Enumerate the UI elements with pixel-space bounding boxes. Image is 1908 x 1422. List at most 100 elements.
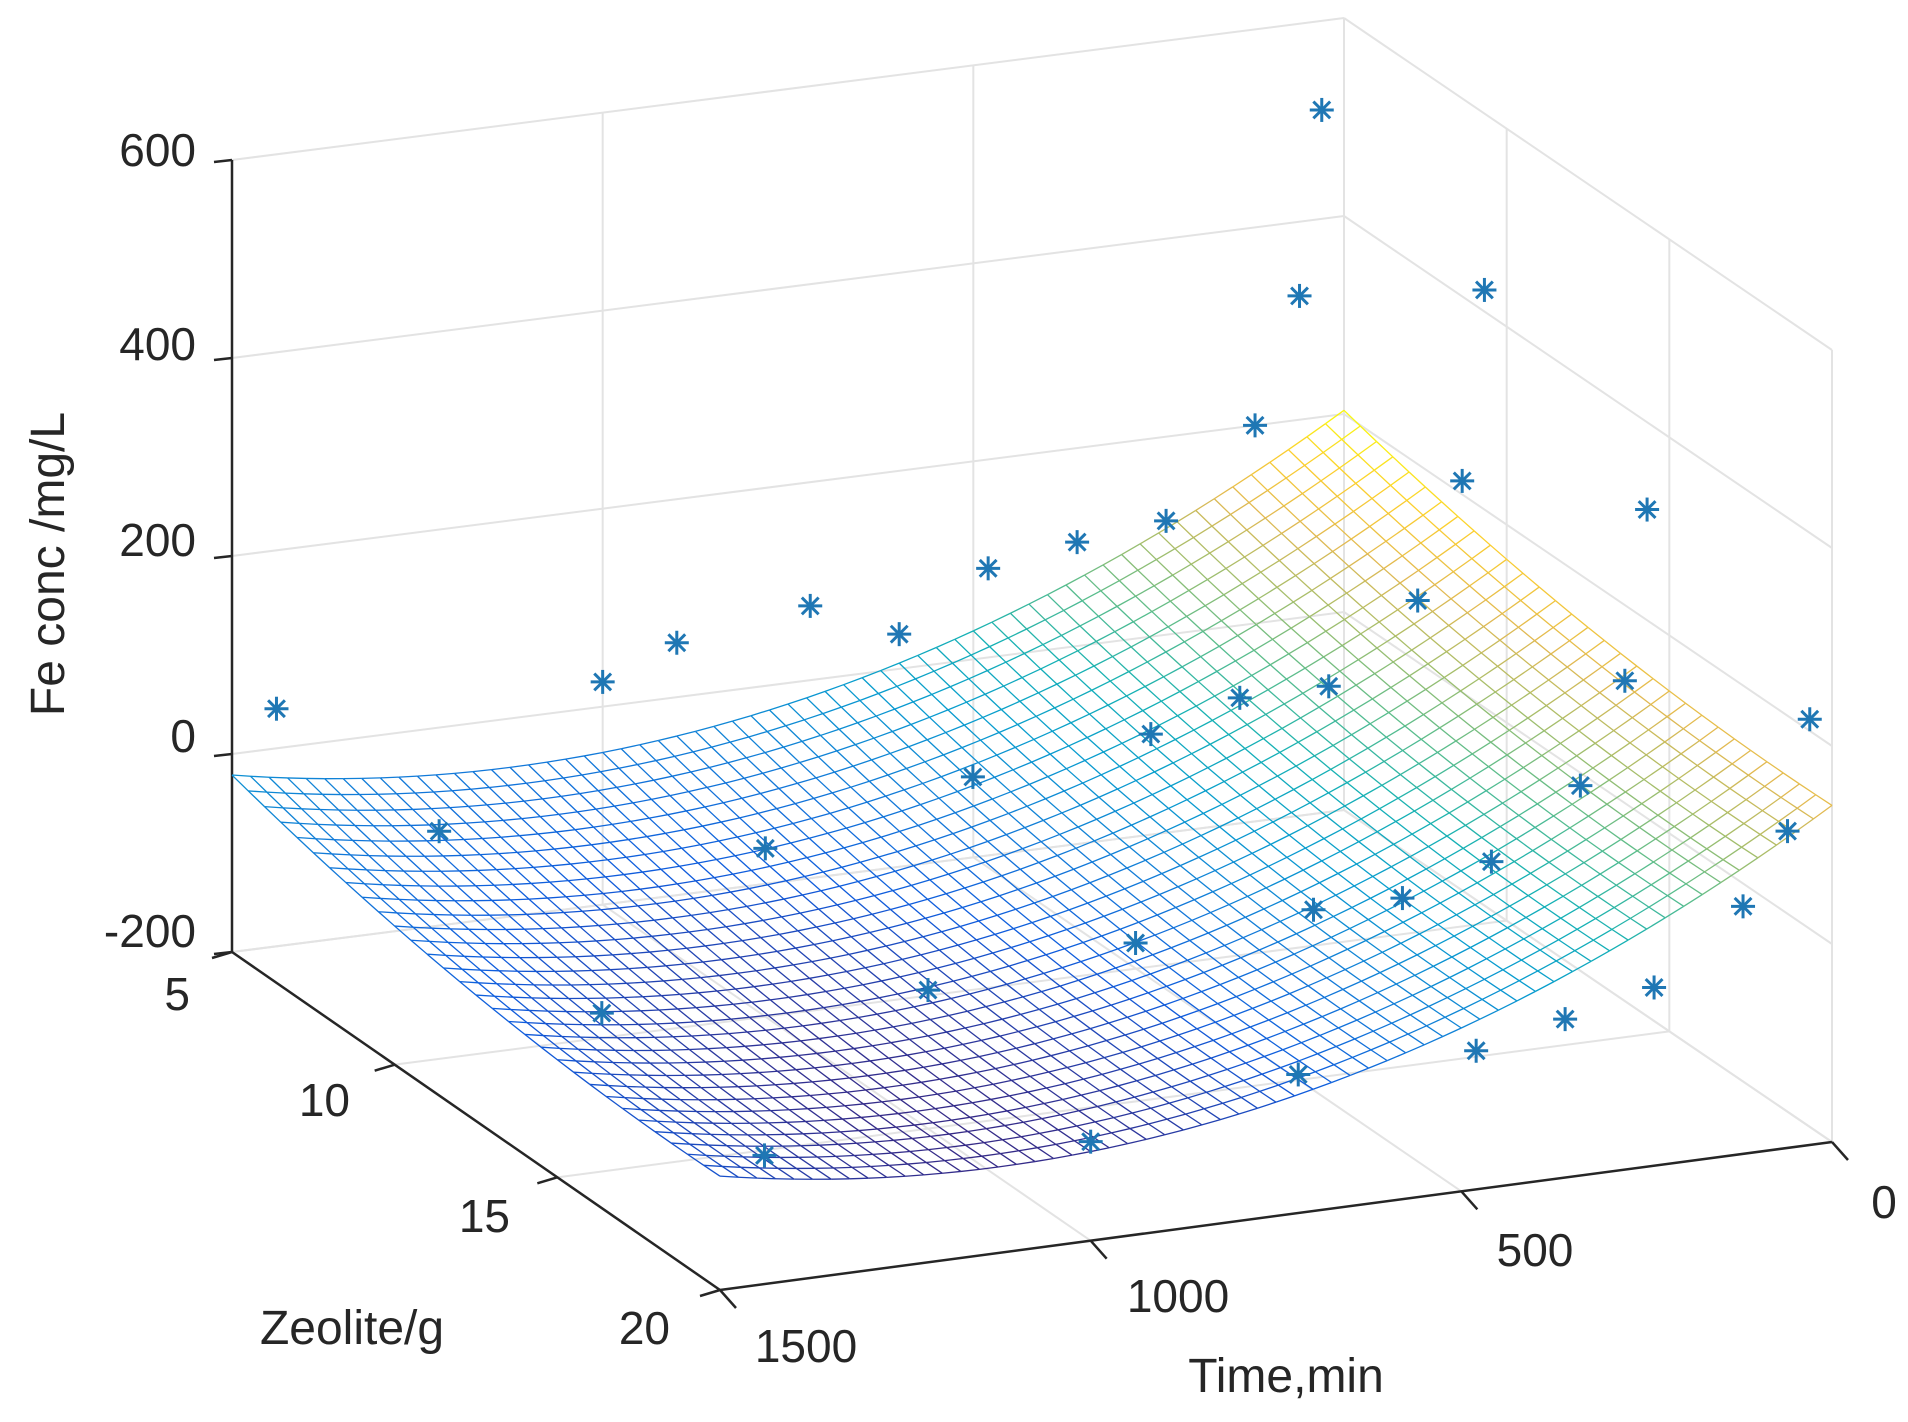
surface-mesh-line — [973, 957, 991, 972]
surface-mesh-line — [827, 974, 845, 989]
surface-mesh-line — [1031, 922, 1049, 937]
surface-mesh-line — [1205, 790, 1223, 805]
surface-mesh-line — [676, 730, 696, 737]
surface-mesh-line — [1356, 1011, 1376, 1021]
surface-mesh-line — [1254, 988, 1272, 1002]
surface-mesh-line — [1008, 812, 1026, 829]
surface-mesh-line — [1630, 906, 1650, 919]
surface-mesh-line — [590, 844, 609, 861]
surface-mesh-line — [838, 722, 858, 730]
surface-mesh-line — [1214, 861, 1234, 872]
surface-mesh-line — [1664, 741, 1682, 755]
surface-mesh-line — [752, 1109, 771, 1112]
surface-mesh-line — [1469, 585, 1487, 601]
surface-mesh-line — [807, 1106, 827, 1110]
surface-mesh-line — [1047, 935, 1065, 950]
x-tick-label: 1000 — [1127, 1270, 1229, 1322]
surface-mesh-line — [837, 1032, 857, 1037]
surface-mesh-line — [860, 856, 879, 863]
surface-mesh-line — [723, 1060, 741, 1075]
surface-mesh-line — [565, 758, 583, 776]
surface-mesh-line — [1281, 520, 1301, 534]
surface-mesh-line — [579, 1036, 598, 1051]
surface-mesh-line — [1383, 749, 1403, 763]
surface-mesh-line — [1373, 456, 1394, 471]
surface-mesh-line — [793, 1082, 811, 1097]
surface-mesh-line — [939, 1075, 959, 1080]
surface-mesh-line — [1343, 619, 1362, 635]
surface-mesh-line — [1166, 985, 1184, 999]
surface-mesh-line — [1176, 509, 1197, 523]
surface-mesh-line — [1328, 792, 1346, 807]
surface-mesh-line — [415, 913, 435, 916]
surface-mesh-line — [1033, 738, 1051, 755]
surface-mesh-line — [1034, 1043, 1052, 1057]
surface-mesh-line — [1265, 713, 1283, 729]
surface-mesh-line — [526, 1022, 544, 1037]
surface-mesh-line — [1110, 854, 1128, 869]
surface-mesh-line — [1076, 992, 1095, 1000]
surface-mesh-line — [1480, 652, 1499, 667]
surface-mesh-line — [980, 1039, 998, 1054]
surface-mesh-line — [841, 699, 861, 708]
surface-mesh-line — [1490, 729, 1510, 743]
surface-mesh-line — [1319, 1027, 1339, 1037]
surface-mesh-line — [1179, 865, 1197, 880]
surface-mesh-line — [539, 816, 557, 833]
surface-mesh-line — [1367, 540, 1387, 555]
surface-mesh-line — [529, 1009, 548, 1012]
surface-mesh-line — [631, 951, 650, 955]
surface-mesh-line — [1293, 953, 1311, 967]
surface-mesh-line — [1407, 1033, 1425, 1046]
surface-mesh-line — [816, 922, 836, 928]
surface-mesh-line — [1343, 409, 1361, 427]
surface-mesh-line — [1611, 755, 1629, 769]
surface-mesh-line — [700, 1087, 718, 1101]
surface-mesh-line — [809, 832, 828, 839]
surface-mesh-line — [1040, 668, 1058, 685]
surface-mesh-line — [769, 865, 787, 882]
surface-mesh-line — [1068, 902, 1088, 911]
surface-mesh-line — [1430, 985, 1448, 999]
surface-mesh-line — [703, 1073, 722, 1076]
surface-mesh-line — [535, 850, 553, 867]
surface-mesh-line — [766, 731, 784, 748]
surface-mesh-line — [783, 746, 801, 764]
surface-mesh-line — [799, 756, 819, 764]
surface-mesh-line — [547, 1010, 565, 1025]
surface-mesh-line — [1385, 527, 1405, 542]
surface-mesh-line — [1509, 895, 1529, 907]
surface-mesh-line — [782, 1145, 800, 1158]
surface-mesh-line — [1337, 695, 1355, 711]
surface-mesh-line — [1058, 1125, 1077, 1131]
surface-mesh-line — [986, 1124, 1005, 1130]
surface-mesh-line — [948, 1014, 966, 1029]
surface-mesh-line — [1306, 630, 1327, 644]
surface-mesh-line — [560, 792, 580, 798]
surface-mesh-line — [1286, 678, 1304, 694]
surface-mesh-line — [1230, 513, 1248, 531]
surface-mesh-line — [1142, 880, 1160, 896]
surface-mesh-line — [996, 914, 1014, 930]
surface-mesh-line — [661, 1098, 679, 1112]
surface-mesh-line — [484, 821, 502, 838]
tick-marks — [211, 158, 1849, 1309]
surface-mesh-line — [818, 1038, 836, 1052]
surface-mesh-line — [465, 822, 483, 839]
surface-mesh-line — [975, 939, 994, 954]
surface-mesh-line — [1604, 827, 1622, 840]
surface-mesh-line — [1277, 941, 1295, 955]
surface-mesh-line — [1129, 998, 1147, 1012]
surface-mesh-line — [1172, 574, 1190, 591]
surface-mesh-line — [1597, 717, 1615, 732]
surface-mesh-line — [930, 1135, 948, 1149]
surface-mesh-line — [1128, 661, 1148, 673]
surface-mesh-line — [1580, 705, 1598, 719]
surface-mesh-line — [1611, 742, 1631, 757]
surface-mesh-line — [626, 982, 644, 998]
surface-mesh-line — [559, 1047, 577, 1062]
surface-mesh-line — [883, 810, 903, 818]
surface-mesh-line — [1016, 1160, 1036, 1166]
surface-mesh-line — [669, 795, 687, 812]
surface-mesh-line — [1161, 1022, 1179, 1036]
